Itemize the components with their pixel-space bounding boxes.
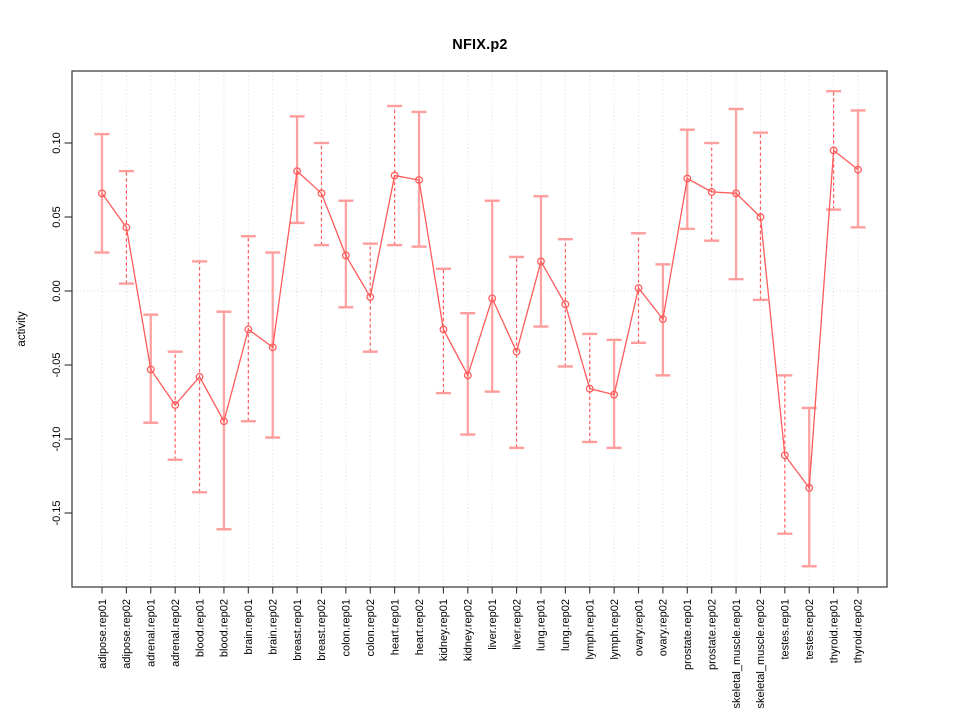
data-point-circle: [756, 213, 765, 221]
x-tick-label: adipose.rep02: [121, 599, 133, 669]
plot-gridlines: [101, 72, 859, 586]
data-point-circle: [829, 146, 838, 155]
data-point-circle: [488, 294, 497, 303]
x-tick-label: colon.rep01: [341, 599, 353, 657]
x-tick-label: kidney.rep01: [438, 599, 450, 661]
x-tick-label: brain.rep01: [243, 599, 255, 655]
axis-ticks: [64, 142, 859, 594]
x-tick-label: adipose.rep01: [97, 599, 109, 669]
data-point-circle: [341, 251, 350, 260]
data-point-circle: [317, 189, 326, 198]
x-tick-label: heart.rep01: [389, 599, 401, 655]
data-point-circle: [244, 325, 253, 334]
data-point-circle: [171, 401, 180, 409]
data-point-circle: [268, 343, 277, 352]
x-tick-label: breast.rep01: [292, 599, 304, 661]
data-point-circle: [732, 189, 740, 198]
x-tick-label: brain.rep02: [267, 599, 279, 655]
y-tick-label: 0.10: [51, 132, 63, 153]
x-tick-label: ovary.rep01: [633, 599, 645, 656]
data-point-circle: [610, 390, 619, 399]
x-tick-label: testes.rep01: [780, 599, 792, 660]
series-line-group: [101, 149, 859, 490]
x-tick-label: lymph.rep01: [584, 599, 596, 660]
data-point-circle: [220, 417, 228, 426]
x-tick-label: thyroid.rep02: [853, 599, 865, 663]
x-tick-label: adrenal.rep02: [170, 599, 182, 667]
x-tick-label: testes.rep02: [804, 599, 816, 660]
data-point-circle: [634, 284, 643, 292]
x-tick-label: blood.rep01: [194, 599, 206, 657]
x-tick-label: colon.rep02: [365, 599, 377, 657]
data-point-circle: [805, 483, 814, 492]
data-point-circle: [658, 315, 667, 324]
data-point-circle: [780, 451, 789, 460]
x-tick-label: kidney.rep02: [463, 599, 475, 661]
data-point-circle: [854, 165, 862, 174]
data-point-circle: [195, 372, 204, 381]
data-point-circle: [415, 176, 423, 184]
x-tick-label: lung.rep02: [560, 599, 572, 651]
data-point-circle: [585, 384, 594, 393]
series-line: [101, 149, 859, 490]
data-point-circle: [439, 325, 448, 334]
x-tick-label: prostate.rep02: [706, 599, 718, 670]
y-tick-label: 0.00: [51, 280, 63, 301]
y-tick-label: -0.15: [51, 500, 63, 525]
data-point-circle: [122, 223, 131, 232]
data-point-circle: [390, 171, 399, 180]
data-point-circle: [537, 257, 545, 266]
plot-border-group: [71, 70, 888, 588]
data-point-circle: [366, 292, 375, 301]
error-bars: [94, 89, 866, 568]
x-tick-label: blood.rep02: [219, 599, 231, 657]
data-points: [98, 146, 862, 492]
x-tick-label: liver.rep02: [511, 599, 523, 650]
x-tick-label: heart.rep02: [414, 599, 426, 655]
plot-border: [71, 70, 888, 588]
x-tick-label: adrenal.rep01: [146, 599, 158, 667]
x-tick-label: ovary.rep02: [658, 599, 670, 656]
x-tick-label: skeletal_muscle.rep01: [731, 599, 743, 708]
y-tick-label: 0.05: [51, 206, 63, 227]
data-point-circle: [683, 174, 692, 183]
data-point-circle: [98, 189, 106, 198]
x-tick-label: liver.rep01: [487, 599, 499, 650]
x-tick-labels: adipose.rep01 adipose.rep02 adrenal.rep01 a…: [97, 599, 865, 708]
x-tick-label: thyroid.rep01: [828, 599, 840, 663]
data-point-circle: [512, 347, 521, 356]
x-tick-label: lung.rep01: [536, 599, 548, 651]
data-point-circle: [561, 300, 570, 309]
y-tick-labels: 0.10 0.05 0.00 -0.05 -0.10 -0.15: [51, 132, 63, 525]
data-point-circle: [707, 187, 716, 196]
x-tick-label: skeletal_muscle.rep02: [755, 599, 767, 708]
y-tick-label: -0.10: [51, 426, 63, 451]
x-tick-label: lymph.rep02: [609, 599, 621, 660]
chart-title: NFIX.p2: [452, 37, 508, 53]
data-point-circle: [293, 167, 302, 176]
y-tick-label: -0.05: [51, 352, 63, 377]
data-point-circle: [463, 371, 472, 380]
data-point-circle: [146, 365, 155, 374]
x-tick-label: prostate.rep01: [682, 599, 694, 670]
x-tick-label: breast.rep02: [316, 599, 328, 661]
